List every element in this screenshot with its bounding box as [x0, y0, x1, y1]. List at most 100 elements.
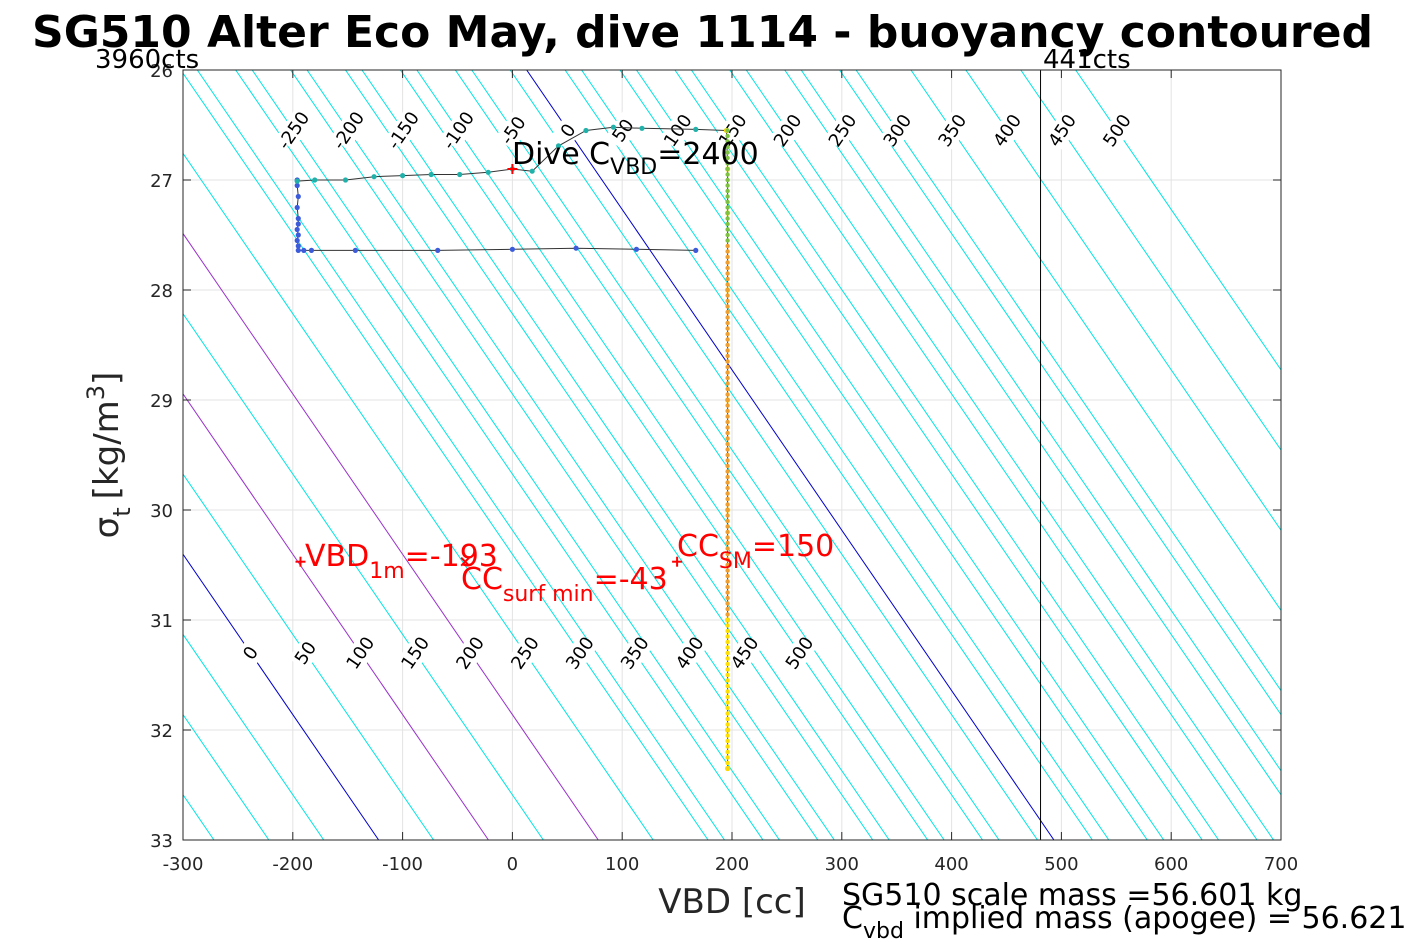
- series-point: [294, 226, 300, 233]
- trace-point: [725, 491, 730, 496]
- x-tick-label: 200: [715, 854, 749, 875]
- trace-point: [725, 661, 730, 667]
- contour-line-upper: [471, 70, 1000, 840]
- contour-label-bg: [275, 111, 312, 150]
- contour-label-bg: [604, 111, 642, 150]
- series-point: [573, 245, 579, 251]
- trace-point: [725, 408, 730, 414]
- series-point: [294, 178, 300, 184]
- contour-label-bg: [343, 635, 378, 671]
- x-tick-label: 300: [825, 854, 859, 875]
- contour-line-lower: [345, 70, 874, 840]
- contour-line-upper: [690, 70, 1220, 840]
- trace-point: [725, 414, 730, 419]
- contour-line-lower: [183, 633, 325, 840]
- vbd-1m-label: VBD1m=-193: [305, 539, 498, 584]
- series-point: [295, 193, 301, 200]
- contour-label-bg: [563, 635, 598, 671]
- contour-label-bg: [440, 111, 477, 150]
- series-point: [639, 125, 645, 131]
- contour-line-upper: [965, 70, 1281, 532]
- trace-point: [725, 705, 730, 711]
- right-limit-label: 441cts: [1043, 45, 1131, 75]
- trace-point: [725, 386, 730, 392]
- trace-point: [725, 535, 730, 540]
- trace-point: [725, 293, 730, 298]
- y-tick-label: 29: [150, 391, 173, 412]
- cc-surf-min-label: CCsurf min=-43: [461, 562, 668, 607]
- contour-label-bg: [453, 635, 488, 671]
- trace-point: [725, 612, 730, 617]
- y-axis-unit: [kg/m: [87, 400, 127, 499]
- y-axis-superscript: 3: [82, 385, 110, 400]
- contour-line-lower: [183, 152, 654, 840]
- trace-point: [725, 238, 730, 243]
- series-point: [301, 247, 307, 253]
- contour-line-lower: [784, 70, 1281, 796]
- trace-point: [725, 749, 730, 755]
- annotation-markers: [295, 164, 683, 567]
- y-tick-label: 32: [150, 721, 173, 742]
- series-point: [457, 171, 463, 178]
- trace-point: [725, 601, 730, 606]
- trace-point: [725, 722, 730, 727]
- trace-point: [725, 518, 730, 524]
- trace-point: [725, 513, 730, 518]
- contour-line-lower: [729, 70, 1258, 840]
- x-tick-label: -200: [272, 854, 313, 875]
- series-point: [295, 247, 301, 253]
- trace-point: [725, 645, 730, 650]
- x-tick-label: 400: [934, 854, 968, 875]
- trace-point: [725, 348, 730, 353]
- trace-point: [725, 469, 730, 474]
- series-point: [294, 237, 300, 244]
- trace-point: [725, 584, 730, 590]
- contour-label-bg: [288, 635, 323, 671]
- contour-line-lower: [674, 70, 1203, 840]
- trace-point: [725, 480, 730, 485]
- series-point: [295, 221, 301, 227]
- series-point: [693, 126, 699, 132]
- contour-line-upper: [1020, 70, 1281, 451]
- trace-point: [725, 711, 730, 716]
- trace-point: [725, 326, 730, 331]
- trace-point: [725, 579, 730, 584]
- trace-point: [725, 551, 730, 557]
- trace-point: [725, 562, 730, 568]
- contour-line-upper: [196, 70, 725, 840]
- series-point: [295, 215, 301, 222]
- series-point: [342, 177, 349, 183]
- trace-point: [725, 161, 730, 166]
- contour-label-bg: [879, 111, 916, 150]
- trace-point: [725, 430, 730, 436]
- cc-sm-label: CCSM=150: [677, 529, 834, 574]
- trace-point: [725, 683, 730, 689]
- trace-point: [725, 540, 730, 546]
- contour-line-lower: [183, 393, 489, 840]
- contour-label-bg: [672, 635, 707, 671]
- trace-point: [725, 667, 730, 672]
- y-axis-label: σt [kg/m3]: [82, 372, 136, 539]
- trace-point: [725, 452, 730, 458]
- contour-label-bg: [714, 111, 751, 150]
- trace-point: [725, 359, 730, 364]
- trace-point: [725, 243, 730, 249]
- trace-point: [725, 573, 730, 579]
- series-point: [485, 169, 491, 175]
- x-axis-label: VBD [cc]: [658, 882, 806, 922]
- contour-label-bg: [824, 111, 861, 150]
- series-point: [295, 243, 301, 249]
- series-point: [435, 247, 441, 253]
- trace-point: [725, 595, 730, 601]
- contour-label-bg: [659, 111, 697, 150]
- scale-mass-text: SG510 scale mass =56.601 kg: [842, 878, 1302, 913]
- trace-point: [725, 172, 730, 177]
- x-tick-label: -300: [163, 854, 204, 875]
- contour-label-bg: [549, 111, 587, 150]
- contour-label-bg: [769, 111, 806, 150]
- trace-point: [725, 381, 730, 386]
- contour-line-lower: [619, 70, 1148, 840]
- series-point: [308, 247, 315, 253]
- trace-point: [725, 760, 730, 766]
